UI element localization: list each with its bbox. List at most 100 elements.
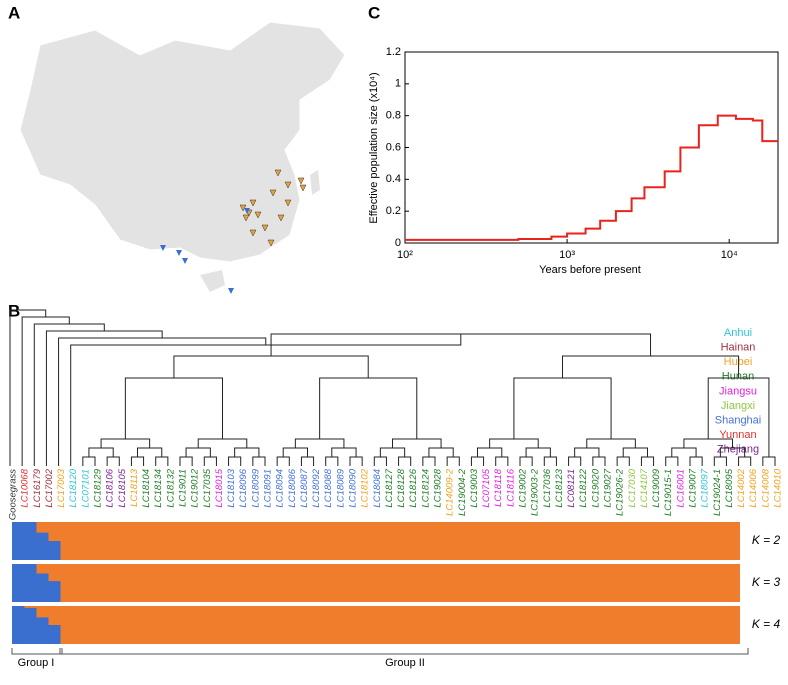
leaf-label: LC18105 [117, 468, 128, 507]
branch [100, 438, 151, 448]
branch [543, 456, 557, 466]
branch [495, 456, 509, 466]
branch [762, 456, 776, 466]
leaf-label: LC18102 [360, 468, 371, 507]
y-tick-label: 0.6 [386, 141, 401, 153]
leaf-label: LC17036 [542, 468, 553, 507]
group-label: Group I [18, 657, 55, 669]
leaf-label: LC07101 [80, 469, 91, 508]
group-bracket [11, 648, 749, 655]
branch [124, 377, 223, 439]
leaf-label: LC07105 [481, 468, 492, 507]
y-tick-label: 0.8 [386, 110, 401, 122]
branch [137, 447, 163, 457]
branch [58, 337, 267, 466]
legend-entry: Hunan [722, 371, 754, 383]
leaf-label: LC18086 [287, 468, 298, 507]
branch [331, 447, 357, 457]
branch [173, 355, 369, 378]
leaf-label: LC17002 [44, 468, 55, 507]
leaf-label: LC14008 [760, 468, 771, 507]
legend-entry: Hubei [724, 356, 753, 368]
branch [319, 377, 418, 439]
y-tick-label: 0 [395, 237, 401, 249]
branch [446, 456, 460, 466]
leaf-label: LC18120 [68, 468, 79, 507]
branch [398, 456, 412, 466]
y-tick-label: 0.2 [386, 205, 401, 217]
ancestry-bar [48, 581, 61, 602]
row-label: K = 4 [752, 617, 781, 631]
leaf-label: LC10068 [20, 468, 31, 507]
branch [45, 330, 163, 466]
branch [276, 456, 290, 466]
branch [325, 456, 339, 466]
branch [179, 456, 193, 466]
leaf-label: LC18123 [554, 468, 565, 507]
branch [88, 447, 114, 457]
x-tick-label: 10⁴ [721, 249, 738, 261]
branch [9, 309, 47, 466]
leaf-label: LC19020 [590, 468, 601, 507]
branch [689, 456, 703, 466]
leaf-label: LC19011 [178, 469, 189, 507]
branch [616, 456, 630, 466]
leaf-label: Goosegrass [8, 469, 19, 520]
leaf-label: LC18104 [141, 469, 152, 508]
leaf-label: LC18132 [165, 468, 176, 507]
leaf-label: LC18127 [384, 468, 395, 507]
branch [622, 447, 648, 457]
branch [82, 456, 96, 466]
branch [568, 456, 582, 466]
leaf-label: LC14002 [736, 468, 747, 507]
row-label: K = 3 [752, 575, 781, 589]
leaf-label: LC18089 [335, 468, 346, 507]
legend-entry: Anhui [724, 327, 752, 339]
branch [519, 456, 533, 466]
ancestry-bar [24, 564, 37, 602]
branch [185, 447, 211, 457]
leaf-label: LC18084 [372, 469, 383, 508]
branch [106, 456, 120, 466]
leaf-label: LC14010 [773, 468, 784, 507]
leaf-label: LC18124 [420, 469, 431, 508]
leaf-label: LC18088 [323, 468, 334, 507]
leaf-label: LC18095 [724, 468, 735, 507]
leaf-label: LC19003-2 [530, 468, 541, 516]
branch [252, 456, 266, 466]
branch [477, 447, 503, 457]
branch [155, 456, 169, 466]
leaf-label: LC19028 [433, 468, 444, 507]
x-tick-label: 10³ [559, 249, 575, 261]
map [19, 21, 346, 294]
branch [373, 456, 387, 466]
ancestry-bar [24, 522, 37, 560]
leaf-label: LC16001 [675, 469, 686, 508]
leaf-label: LC18097 [700, 468, 711, 507]
leaf-label: LC19026-2 [615, 468, 626, 516]
leaf-label: LC18015 [214, 468, 225, 507]
group-label: Group II [385, 657, 425, 669]
ancestry-bar [36, 617, 49, 644]
ancestry-bar [24, 607, 37, 644]
leaf-label: LC19015-1 [663, 469, 674, 516]
structure-background [12, 606, 740, 644]
branch [428, 447, 454, 457]
leaf-label: LC18094 [275, 469, 286, 508]
row-label: K = 2 [752, 533, 781, 547]
leaf-label: LC18106 [105, 468, 116, 507]
leaf-label: LC18092 [311, 468, 322, 507]
leaf-label: LC19003 [469, 468, 480, 507]
branch [513, 377, 612, 439]
branch [379, 447, 406, 457]
leaf-label: LC17003 [56, 468, 67, 507]
ancestry-bar [48, 541, 61, 560]
leaf-label: LC18122 [578, 468, 589, 507]
branch [586, 438, 636, 448]
y-tick-label: 1.2 [386, 46, 401, 58]
leaf-label: LC18103 [226, 468, 237, 507]
branch [300, 456, 315, 466]
leaf-label: LC18128 [396, 468, 407, 507]
legend-entry: Hainan [721, 342, 756, 354]
